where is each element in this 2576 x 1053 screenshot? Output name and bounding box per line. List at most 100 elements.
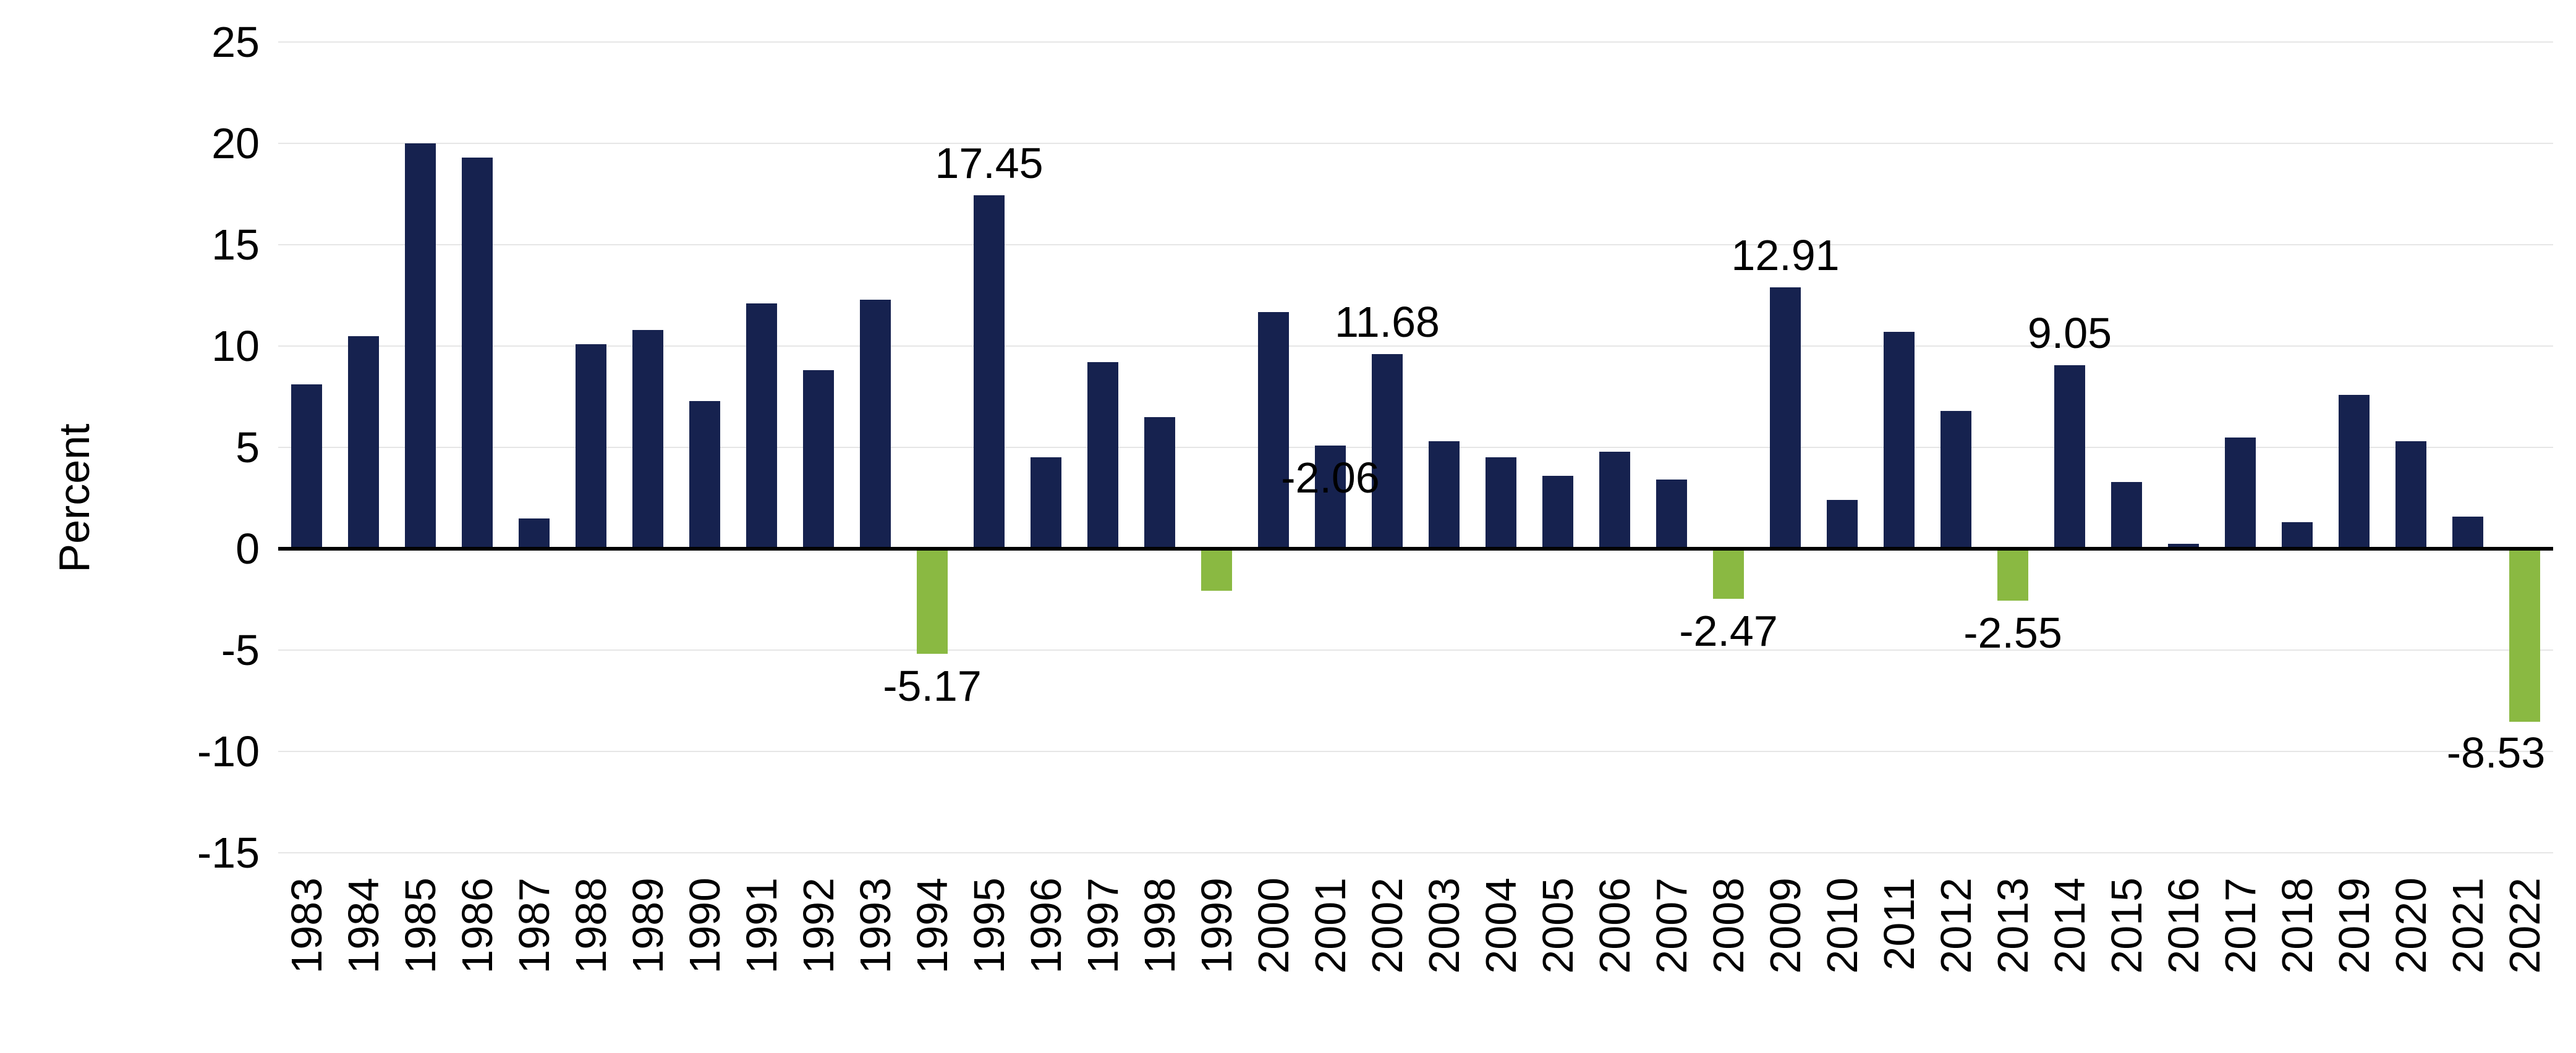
bar xyxy=(1144,417,1176,549)
bar xyxy=(746,303,778,549)
bar xyxy=(1429,441,1460,549)
gridline xyxy=(278,852,2553,853)
data-label: 17.45 xyxy=(935,138,1043,188)
bar xyxy=(1713,549,1745,599)
gridline xyxy=(278,244,2553,245)
gridline xyxy=(278,41,2553,43)
bar xyxy=(519,518,550,549)
x-tick-label: 1983 xyxy=(282,878,331,974)
y-tick-label: 15 xyxy=(211,220,260,269)
x-tick-label: 1987 xyxy=(509,878,559,974)
gridline xyxy=(278,447,2553,448)
x-tick-label: 2018 xyxy=(2272,878,2322,974)
data-label: -5.17 xyxy=(883,661,982,711)
bar xyxy=(348,336,380,549)
y-tick-label: 5 xyxy=(236,423,260,472)
x-tick-label: 1989 xyxy=(623,878,673,974)
data-label: -2.06 xyxy=(1281,453,1380,502)
x-tick-label: 2002 xyxy=(1362,878,1412,974)
bar xyxy=(1599,452,1631,549)
x-tick-label: 1997 xyxy=(1078,878,1128,974)
x-tick-label: 2008 xyxy=(1704,878,1753,974)
x-tick-label: 1991 xyxy=(737,878,786,974)
bar xyxy=(2395,441,2427,549)
annual-returns-bar-chart: Percent -15-10-5051015202519831984198519… xyxy=(0,0,2576,1053)
x-tick-label: 2007 xyxy=(1647,878,1696,974)
data-label: -8.53 xyxy=(2447,728,2546,777)
bar xyxy=(1486,457,1517,549)
x-tick-label: 1985 xyxy=(396,878,445,974)
bar xyxy=(1884,332,1915,549)
x-tick-label: 2014 xyxy=(2045,878,2094,974)
x-tick-label: 2000 xyxy=(1249,878,1298,974)
x-tick-label: 1995 xyxy=(964,878,1014,974)
x-tick-label: 1999 xyxy=(1192,878,1241,974)
x-tick-label: 2015 xyxy=(2102,878,2151,974)
x-tick-label: 2021 xyxy=(2443,878,2493,974)
bar xyxy=(860,300,891,549)
x-tick-label: 1998 xyxy=(1135,878,1184,974)
bar xyxy=(2509,549,2541,722)
x-tick-label: 2009 xyxy=(1761,878,1810,974)
x-tick-label: 2020 xyxy=(2386,878,2436,974)
bar xyxy=(2111,482,2143,549)
y-tick-label: 10 xyxy=(211,321,260,371)
bar xyxy=(462,158,493,549)
bar xyxy=(1087,362,1119,549)
bar xyxy=(1201,549,1233,591)
x-tick-label: 1996 xyxy=(1021,878,1071,974)
bar xyxy=(1372,354,1403,549)
bar xyxy=(1827,500,1858,549)
bar xyxy=(1770,287,1801,549)
bar xyxy=(1941,411,1972,549)
data-label: -2.55 xyxy=(1963,608,2062,658)
bar xyxy=(1258,312,1290,549)
bar xyxy=(632,330,664,549)
x-tick-label: 2004 xyxy=(1476,878,1526,974)
bar xyxy=(405,143,436,549)
x-tick-label: 2006 xyxy=(1590,878,1639,974)
x-tick-label: 1994 xyxy=(908,878,957,974)
x-tick-label: 2016 xyxy=(2159,878,2208,974)
bar xyxy=(2054,365,2086,549)
bar xyxy=(974,195,1005,549)
gridline xyxy=(278,143,2553,144)
bar xyxy=(689,401,721,549)
y-tick-label: -10 xyxy=(197,727,260,776)
x-tick-label: 1990 xyxy=(680,878,729,974)
bar xyxy=(1997,549,2029,601)
y-tick-label: -5 xyxy=(221,625,260,675)
y-tick-label: 0 xyxy=(236,524,260,573)
bar xyxy=(2282,522,2313,549)
x-tick-label: 2022 xyxy=(2500,878,2549,974)
data-label: 9.05 xyxy=(2028,308,2112,358)
data-label: 12.91 xyxy=(1731,230,1839,280)
bar xyxy=(1656,480,1688,549)
x-tick-label: 2003 xyxy=(1419,878,1469,974)
x-tick-label: 2013 xyxy=(1988,878,2038,974)
x-tick-label: 2005 xyxy=(1533,878,1583,974)
bar xyxy=(2339,395,2370,549)
x-tick-label: 2011 xyxy=(1874,878,1924,971)
x-tick-label: 1993 xyxy=(851,878,900,974)
bar xyxy=(291,384,323,549)
bar xyxy=(1542,476,1574,549)
x-tick-label: 2017 xyxy=(2216,878,2265,974)
bar xyxy=(917,549,948,654)
x-tick-label: 2019 xyxy=(2329,878,2379,974)
y-tick-label: -15 xyxy=(197,828,260,878)
x-tick-label: 1984 xyxy=(339,878,388,974)
bar xyxy=(803,370,835,549)
bar xyxy=(576,344,607,549)
data-label: 11.68 xyxy=(1335,297,1440,347)
bar xyxy=(1031,457,1062,549)
bar xyxy=(2452,517,2484,549)
x-tick-label: 2010 xyxy=(1817,878,1867,974)
x-tick-label: 2001 xyxy=(1306,878,1355,974)
y-tick-label: 20 xyxy=(211,119,260,168)
gridline xyxy=(278,751,2553,752)
y-axis-label: Percent xyxy=(49,423,99,572)
x-tick-label: 1986 xyxy=(453,878,502,974)
zero-axis-line xyxy=(278,547,2553,551)
bar xyxy=(2225,438,2256,549)
